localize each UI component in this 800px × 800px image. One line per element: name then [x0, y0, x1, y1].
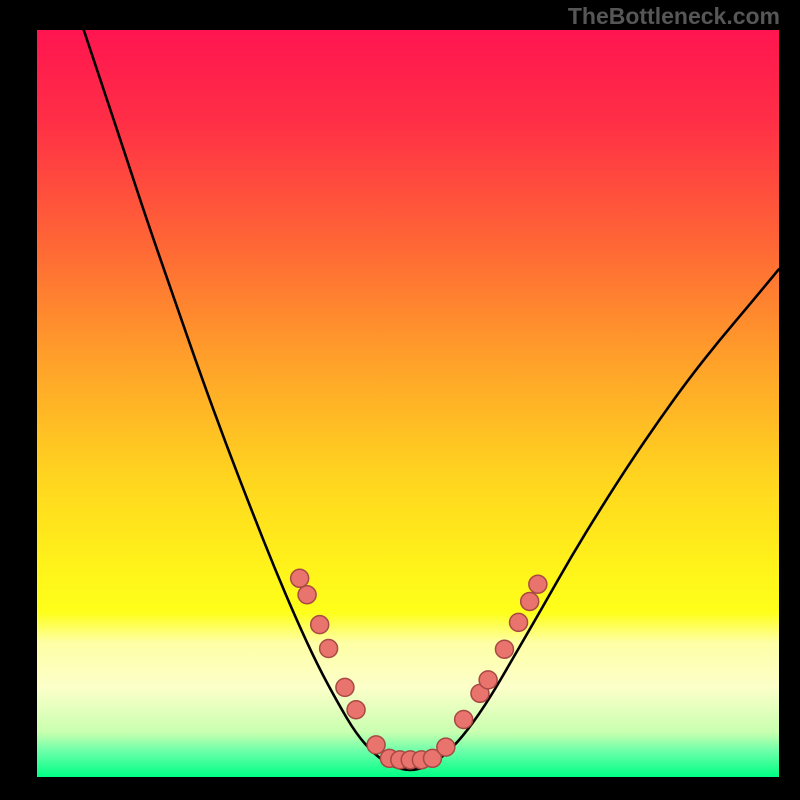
data-marker [521, 592, 539, 610]
data-marker [320, 640, 338, 658]
data-marker [298, 586, 316, 604]
data-marker [510, 613, 528, 631]
data-marker [311, 616, 329, 634]
data-marker [479, 671, 497, 689]
chart-frame [0, 0, 800, 800]
data-marker [291, 569, 309, 587]
data-marker [347, 701, 365, 719]
data-marker [495, 640, 513, 658]
data-marker [367, 736, 385, 754]
watermark-text: TheBottleneck.com [568, 3, 780, 30]
data-marker [336, 678, 354, 696]
data-marker [529, 575, 547, 593]
bottleneck-chart [37, 30, 779, 777]
data-marker [455, 710, 473, 728]
data-marker [437, 738, 455, 756]
chart-background [37, 30, 779, 777]
